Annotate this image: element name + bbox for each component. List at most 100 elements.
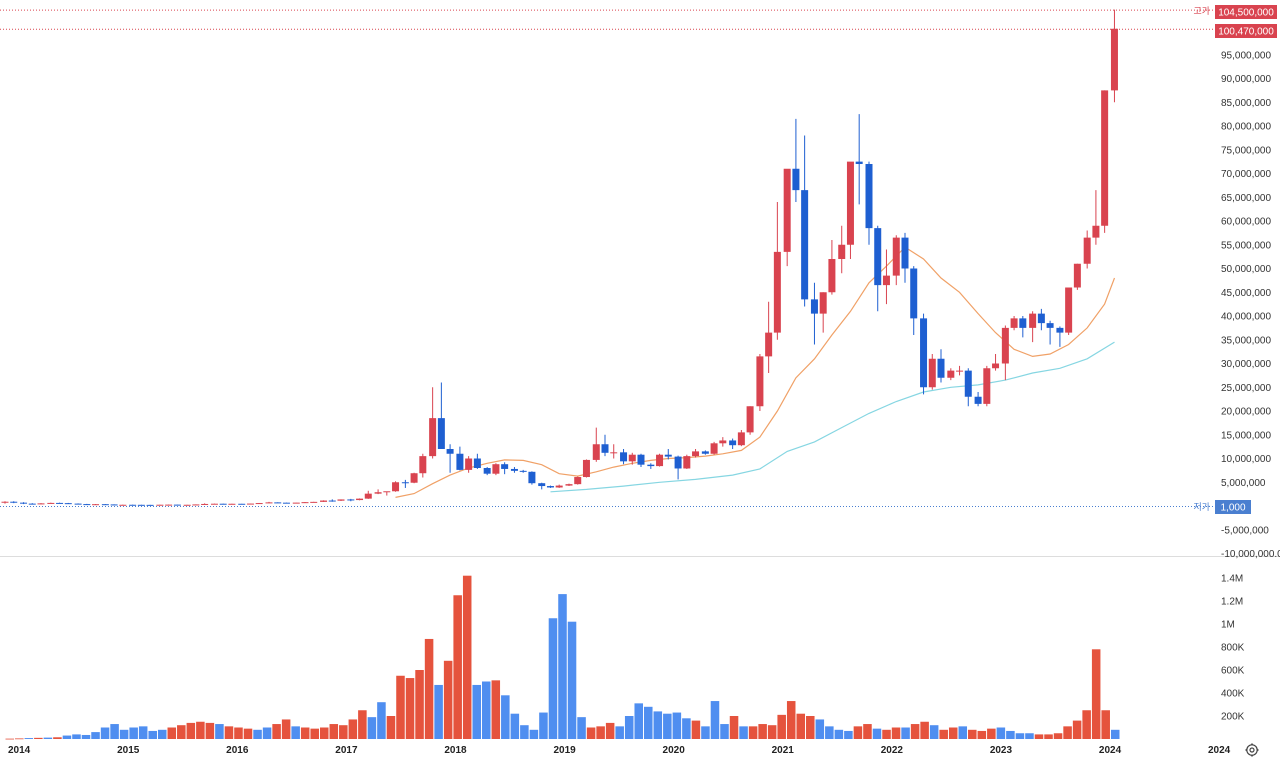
candle [129,504,137,506]
x-tick-label: 2019 [553,745,576,756]
y-tick-label: 75,000,000 [1221,145,1271,156]
y-tick-label: 15,000,000 [1221,430,1271,441]
candle-body [429,418,437,457]
candle [555,484,563,488]
volume-bar [948,727,958,739]
candle [1056,326,1064,347]
candle-body [1056,327,1064,333]
volume-bar [624,716,634,739]
candle [364,490,372,499]
candle [1,501,9,504]
candle [610,444,618,459]
volume-bar [1091,649,1101,739]
candle-body [928,358,936,388]
y-tick-label: 70,000,000 [1221,169,1271,180]
volume-bar [910,724,920,739]
candle [392,481,400,492]
volume-bar [939,729,948,739]
volume-bar [539,712,548,739]
candle [492,463,500,476]
volume-bar [682,718,691,739]
x-tick-label: 2017 [335,745,358,756]
volume-bar [844,730,853,739]
candle [92,504,100,506]
candle [119,504,127,506]
candle [328,499,336,502]
candle-body [510,468,518,471]
volume-bar [786,701,796,739]
candle-body [756,356,764,407]
y-tick-label: -10,000,000.0 [1221,549,1280,560]
candle-body [483,468,491,474]
candle-body [983,368,991,404]
candle-body [1037,313,1045,324]
candle-body [882,275,890,286]
candle [810,282,818,345]
volume-bar [319,727,329,739]
candle [1010,316,1018,331]
candle-body [1046,323,1054,328]
y-tick-label: -5,000,000 [1221,525,1269,536]
candle-body [74,503,82,505]
candle-body [156,504,164,506]
candle [228,503,236,505]
volume-bar [329,724,339,739]
candle-body [582,459,590,478]
y-axis: 95,000,000 90,000,000 85,000,000 80,000,000… [1221,50,1280,560]
low-badge [1215,500,1251,514]
candle-body [20,502,28,504]
candle [519,469,527,473]
candle [983,365,991,407]
volume-bar [739,726,748,739]
volume-bar [491,680,501,739]
candle-body [956,370,964,372]
candle [483,467,491,476]
candle [156,504,164,506]
candle-body [1083,237,1091,264]
candle-body [137,504,145,506]
candle-body [1019,318,1027,328]
candle-body [773,251,781,333]
volume-bar [253,729,262,739]
candle [292,502,300,504]
candle-body [555,485,563,488]
volume-bar [405,678,415,739]
volume-tick-label: 600K [1221,666,1245,677]
candle-body [865,164,873,229]
candle-body [238,503,246,505]
candle [846,161,854,259]
volume-bar [5,738,15,740]
candle-body [810,299,818,314]
candle-body [374,492,382,494]
candle [210,503,218,505]
volume-bar [958,726,968,739]
volume-bar [872,728,882,739]
volume-bar [396,675,405,739]
candle [729,438,737,449]
candle-body [592,444,600,460]
x-tick-label: 2021 [772,745,795,756]
candle [20,502,28,505]
y-tick-label: 20,000,000 [1221,407,1271,418]
volume-bar [777,714,786,739]
volume-bar [634,703,644,739]
candle [538,482,546,490]
volume-bar [644,706,653,739]
y-tick-label: 90,000,000 [1221,74,1271,85]
candle-body [310,501,318,503]
candle-body [828,259,836,293]
volume-bar [653,711,663,739]
reference-lines [0,9,1213,507]
candle [301,502,309,504]
candle-body [610,452,618,454]
candle-body [874,228,882,286]
candle [783,168,791,267]
candle [801,135,809,307]
candle-body [765,332,773,357]
settings-button[interactable] [1242,740,1262,760]
candle-body [1010,318,1018,328]
volume-bar [53,737,62,739]
candle [437,382,445,449]
